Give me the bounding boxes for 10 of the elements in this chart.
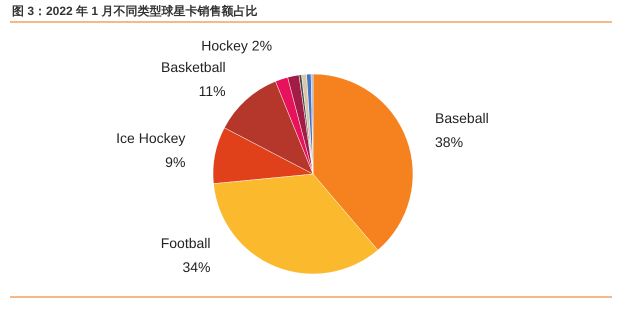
slice-label: Football — [160, 235, 211, 251]
slice-label: Hockey 2% — [201, 38, 272, 54]
slice-label: Basketball — [161, 58, 226, 75]
data-label: 34% — [182, 259, 211, 275]
slice-label: Baseball — [435, 110, 489, 126]
slice-label: Ice Hockey — [116, 130, 186, 146]
chart-title: 图 3：2022 年 1 月不同类型球星卡销售额占比 — [12, 4, 258, 18]
data-label: 9% — [165, 154, 186, 170]
data-label: 11% — [198, 82, 226, 99]
data-label: 38% — [435, 134, 464, 150]
